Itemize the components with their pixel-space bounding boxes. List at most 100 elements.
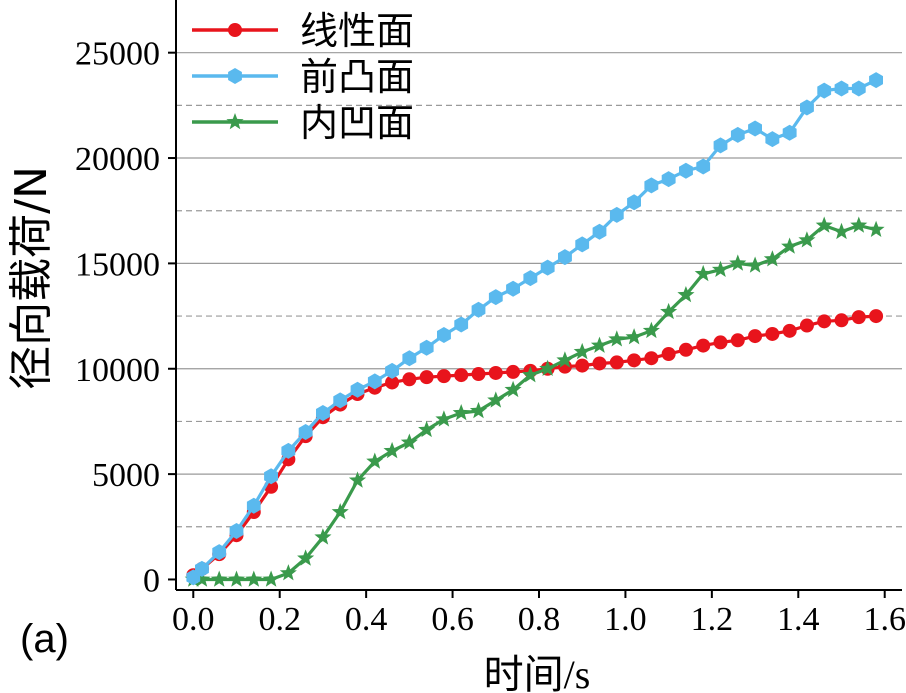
data-point bbox=[765, 131, 780, 148]
data-point bbox=[608, 330, 626, 347]
data-point bbox=[867, 220, 885, 237]
x-tick-label: 0.0 bbox=[172, 601, 215, 638]
y-tick-label: 5000 bbox=[92, 457, 160, 494]
data-point bbox=[763, 250, 781, 267]
data-point bbox=[437, 327, 451, 343]
data-point bbox=[471, 301, 486, 318]
legend-swatch-marker bbox=[228, 23, 242, 37]
data-point bbox=[402, 372, 417, 387]
data-point bbox=[488, 365, 503, 380]
series-layer bbox=[184, 72, 885, 587]
data-point bbox=[229, 523, 244, 539]
data-point bbox=[454, 368, 469, 383]
data-point bbox=[730, 333, 745, 348]
y-tick-labels: 0 5000 10000 15000 20000 25000 bbox=[75, 36, 160, 600]
data-point bbox=[590, 336, 609, 353]
data-point bbox=[227, 570, 246, 587]
data-point bbox=[851, 310, 866, 325]
legend-item: 内凹面 bbox=[192, 101, 414, 145]
x-axis-label: 时间/s bbox=[484, 652, 591, 693]
x-tick-label: 0.8 bbox=[518, 601, 561, 638]
data-point bbox=[661, 347, 676, 361]
series-hexagon bbox=[186, 72, 883, 586]
data-point bbox=[523, 270, 538, 287]
legend-swatch-marker bbox=[226, 113, 244, 130]
data-point bbox=[539, 359, 557, 376]
data-point bbox=[729, 254, 747, 271]
data-point bbox=[333, 392, 348, 409]
y-tick-label: 20000 bbox=[75, 141, 160, 178]
data-point bbox=[800, 99, 814, 116]
y-tick-label: 0 bbox=[143, 562, 160, 599]
data-point bbox=[316, 405, 330, 421]
y-tick-label: 25000 bbox=[75, 36, 160, 73]
data-point bbox=[799, 318, 814, 333]
panel-label: (a) bbox=[20, 617, 69, 661]
data-point bbox=[400, 433, 418, 450]
data-point bbox=[488, 289, 503, 306]
data-point bbox=[383, 441, 401, 459]
x-tick-label: 0.4 bbox=[345, 601, 388, 638]
data-point bbox=[418, 420, 436, 438]
series-star bbox=[184, 216, 885, 587]
data-point bbox=[817, 314, 832, 329]
series-line bbox=[192, 314, 877, 577]
x-tick-label: 1.4 bbox=[777, 601, 820, 638]
data-point bbox=[730, 126, 745, 143]
data-point bbox=[366, 452, 384, 469]
data-point bbox=[504, 380, 522, 398]
data-point bbox=[765, 326, 780, 341]
data-point bbox=[419, 370, 434, 385]
data-point bbox=[679, 162, 693, 179]
data-point bbox=[592, 223, 607, 240]
data-point bbox=[627, 353, 642, 368]
data-point bbox=[746, 256, 764, 273]
data-point bbox=[556, 351, 574, 368]
data-point bbox=[246, 497, 261, 514]
data-point bbox=[210, 570, 228, 587]
data-point bbox=[711, 260, 730, 277]
y-tick-label: 15000 bbox=[75, 246, 160, 283]
data-point bbox=[660, 302, 678, 320]
data-point bbox=[781, 237, 799, 254]
data-point bbox=[298, 424, 313, 440]
data-point bbox=[262, 570, 280, 587]
data-point bbox=[506, 280, 520, 297]
data-point bbox=[471, 367, 486, 382]
data-point bbox=[558, 249, 572, 266]
data-point bbox=[869, 309, 884, 324]
data-point bbox=[817, 82, 832, 99]
data-point bbox=[435, 410, 453, 427]
data-point bbox=[644, 177, 659, 194]
x-tick-label: 1.2 bbox=[691, 601, 734, 638]
data-point bbox=[748, 329, 763, 344]
data-point bbox=[452, 404, 470, 421]
data-point bbox=[815, 216, 833, 233]
data-point bbox=[367, 373, 382, 390]
x-tick-labels: 0.0 0.2 0.4 0.6 0.8 1.0 1.2 1.4 1.6 bbox=[172, 601, 906, 638]
data-point bbox=[385, 362, 399, 379]
data-point bbox=[521, 366, 539, 383]
grid-lines bbox=[176, 52, 902, 528]
data-point bbox=[609, 355, 624, 370]
data-point bbox=[661, 171, 676, 188]
data-point bbox=[713, 137, 728, 154]
data-point bbox=[506, 364, 521, 379]
data-point bbox=[575, 236, 590, 253]
data-point bbox=[402, 350, 417, 367]
data-point bbox=[696, 158, 711, 175]
data-point bbox=[245, 570, 263, 587]
data-point bbox=[419, 339, 434, 356]
data-point bbox=[454, 316, 469, 333]
legend-item: 前凸面 bbox=[192, 55, 414, 99]
data-point bbox=[592, 356, 607, 371]
data-point bbox=[834, 313, 849, 328]
data-point bbox=[297, 549, 315, 566]
legend-label: 线性面 bbox=[300, 9, 414, 53]
data-point bbox=[713, 335, 728, 350]
legend-label: 前凸面 bbox=[300, 55, 414, 99]
data-point bbox=[264, 468, 278, 485]
data-point bbox=[696, 338, 711, 353]
data-point bbox=[627, 194, 641, 211]
